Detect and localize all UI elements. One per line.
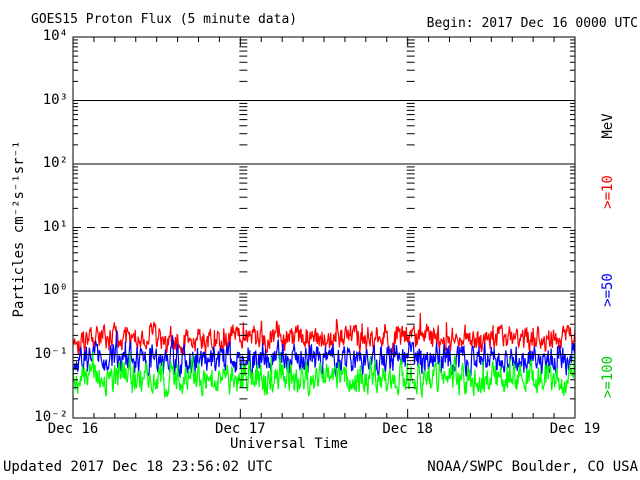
- begin-timestamp: Begin: 2017 Dec 16 0000 UTC: [426, 16, 638, 31]
- updated-timestamp: Updated 2017 Dec 18 23:56:02 UTC: [3, 459, 273, 475]
- y-tick-label: 10⁰: [42, 282, 68, 298]
- right-axis-unit-label: MeV: [600, 113, 616, 139]
- x-tick-label: Dec 19: [549, 421, 601, 437]
- legend-ge10-label: >=10: [600, 175, 616, 209]
- y-tick-label: 10¹: [42, 218, 68, 235]
- legend-ge100-label: >=100: [600, 355, 616, 399]
- y-tick-label: 10³: [42, 91, 68, 108]
- y-tick-label: 10²: [42, 155, 68, 171]
- source-credit: NOAA/SWPC Boulder, CO USA: [427, 459, 638, 475]
- y-tick-label: 10⁻²: [34, 409, 68, 425]
- x-tick-label: Dec 16: [47, 421, 99, 437]
- x-tick-label: Dec 17: [215, 421, 266, 437]
- y-tick-label: 10⁻¹: [34, 345, 68, 362]
- legend-ge50-label: >=50: [600, 273, 616, 307]
- x-tick-label: Dec 18: [382, 421, 433, 437]
- chart-title: GOES15 Proton Flux (5 minute data): [31, 12, 298, 27]
- x-axis-label: Universal Time: [229, 436, 349, 452]
- y-tick-label: 10⁴: [42, 28, 68, 44]
